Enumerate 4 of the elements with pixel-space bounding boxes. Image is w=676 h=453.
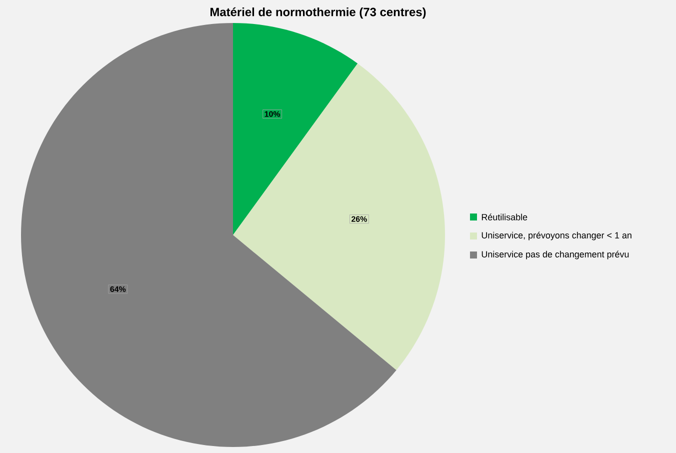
chart-title: Matériel de normothermie (73 centres)	[210, 7, 426, 19]
legend-label: Uniservice pas de changement prévu	[482, 250, 629, 260]
legend-label: Uniservice, prévoyons changer < 1 an	[482, 232, 632, 240]
legend-label: Réutilisable	[482, 214, 528, 220]
